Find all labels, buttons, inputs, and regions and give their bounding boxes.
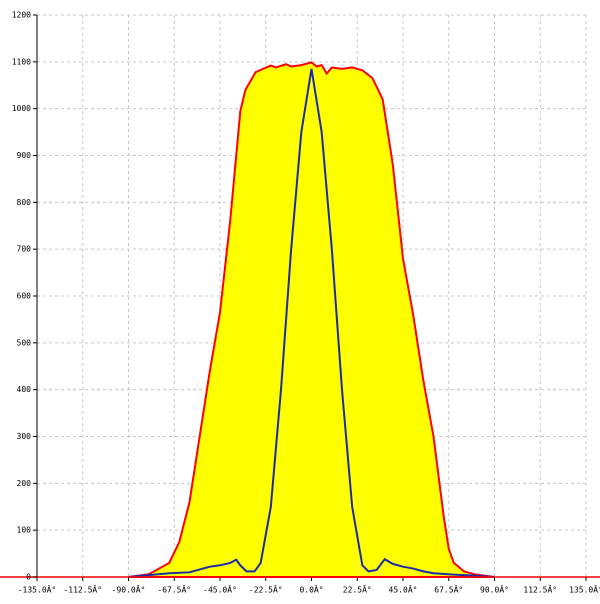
x-tick-label: -90.0Â° [112,584,146,595]
x-tick-label: -45.0Â° [203,584,237,595]
y-tick-label: 1000 [12,104,31,113]
y-tick-label: 100 [17,526,32,535]
x-tick-label: 22.5Â° [343,584,372,595]
x-tick-label: 112.5Â° [523,584,557,595]
y-tick-label: 500 [17,338,32,347]
area [128,61,495,578]
x-tick-label: -135.0Â° [18,584,57,595]
x-tick-label: 90.0Â° [480,584,509,595]
line [128,68,495,578]
x-tick-label: 45.0Â° [389,584,418,595]
y-tick-label: 1100 [12,57,31,66]
y-tick-label: 200 [17,479,32,488]
x-tick-label: -112.5Â° [63,584,102,595]
y-tick-label: 900 [17,151,32,160]
y-tick-label: 700 [17,245,32,254]
x-tick-label: 135.0Â° [569,584,600,595]
y-tick-label: 300 [17,432,32,441]
x-tick-label: -67.5Â° [157,584,191,595]
y-tick-label: 400 [17,385,32,394]
labels: 0 100 200 300 400 500 600 700 800 900 1000 1100 1200… [12,11,600,595]
y-tick-label: 0 [26,573,31,582]
y-tick-label: 800 [17,198,32,207]
x-tick-label: 0.0Â° [299,584,323,595]
y-tick-label: 1200 [12,11,31,20]
x-tick-label: -22.5Â° [249,584,283,595]
plot [128,61,495,578]
y-tick-label: 600 [17,292,32,301]
x-tick-label: 67.5Â° [434,584,463,595]
